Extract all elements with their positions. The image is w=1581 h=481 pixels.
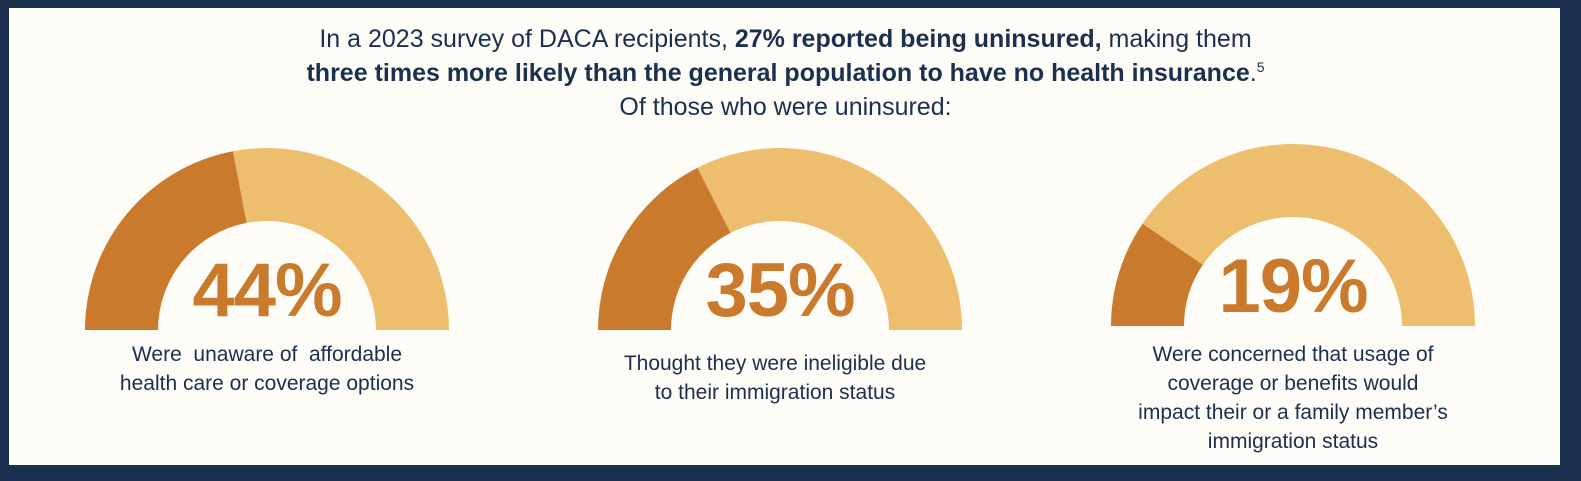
gauge-remainder-arc (1142, 143, 1475, 326)
caption-line: Were unaware of affordable (131, 343, 403, 366)
caption-line: health care or coverage options (119, 372, 415, 395)
gauge-ineligible: 35% (598, 148, 962, 333)
gauge-value-arc (598, 167, 731, 330)
headline: In a 2023 survey of DACA recipients, 27%… (0, 22, 1571, 124)
headline-line-1: In a 2023 survey of DACA recipients, 27%… (0, 22, 1571, 56)
gauge-value-label: 19% (1218, 244, 1368, 329)
caption-line: impact their or a family member’s (1138, 401, 1448, 424)
gauge-caption: Thought they were ineligible due to thei… (560, 349, 990, 407)
caption-line: coverage or benefits would (1167, 372, 1419, 395)
footnote-marker: 5 (1256, 59, 1265, 75)
caption-line: to their immigration status (654, 381, 896, 404)
gauge-value-arc (1111, 223, 1203, 326)
headline-text: . (1249, 59, 1257, 87)
gauge-concerned: 19% (1111, 143, 1475, 329)
gauge-remainder-arc (232, 148, 449, 330)
headline-line-2: three times more likely than the general… (0, 56, 1571, 90)
infographic-card (9, 8, 1560, 465)
gauge-caption: Were unaware of affordable health care o… (57, 340, 477, 398)
gauge-value-arc (85, 151, 247, 330)
caption-line: Thought they were ineligible due (623, 352, 927, 375)
caption-line: immigration status (1207, 430, 1379, 453)
headline-line-3: Of those who were uninsured: (619, 93, 952, 121)
gauge-svg (1111, 143, 1475, 326)
gauge-value-label: 44% (192, 248, 342, 333)
headline-text: In a 2023 survey of DACA recipients, (319, 25, 735, 53)
headline-emphasis: three times more likely than the general… (306, 59, 1250, 87)
headline-text: making them (1101, 25, 1252, 53)
gauge-value-label: 35% (705, 248, 855, 333)
gauge-remainder-arc (697, 148, 962, 330)
gauge-caption: Were concerned that usage of coverage or… (1073, 340, 1513, 456)
caption-line: Were concerned that usage of (1152, 343, 1434, 366)
headline-emphasis: 27% reported being uninsured, (734, 25, 1102, 53)
gauge-svg (598, 148, 962, 330)
gauge-unaware: 44% (85, 148, 449, 333)
gauge-svg (85, 148, 449, 330)
